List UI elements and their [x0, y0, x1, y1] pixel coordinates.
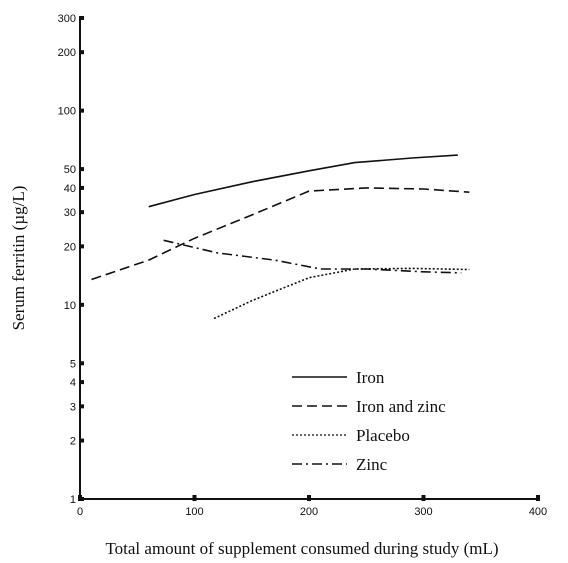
y-tick-mark: [79, 167, 84, 172]
axes: [79, 18, 538, 500]
y-axis-title: Serum ferritin (µg/L): [9, 186, 28, 331]
y-tick-label: 2: [70, 436, 76, 448]
x-tick-label: 200: [300, 506, 318, 518]
series-line-iron: [148, 154, 458, 208]
y-tick-label: 100: [58, 106, 76, 118]
x-tick-label: 400: [529, 506, 547, 518]
legend-label: Placebo: [356, 426, 410, 445]
x-tick-label: 100: [185, 506, 203, 518]
y-tick-label: 50: [64, 164, 76, 176]
y-tick-mark: [79, 361, 84, 366]
y-tick-mark: [79, 108, 84, 113]
y-tick-mark: [79, 244, 84, 249]
y-tick-mark: [79, 380, 84, 385]
series-line-iron-and-zinc: [91, 187, 470, 281]
y-ticks: 1 2 3 4 5 10 20 30 40 50 100 200 300: [58, 13, 84, 506]
y-tick-label: 40: [64, 183, 76, 195]
x-tick-mark: [421, 495, 426, 501]
y-tick-mark: [79, 50, 84, 55]
y-tick-label: 20: [64, 241, 76, 253]
series-line-zinc: [163, 239, 462, 274]
x-tick-mark: [78, 495, 82, 501]
x-tick-label: 300: [414, 506, 432, 518]
y-tick-label: 4: [70, 377, 76, 389]
y-tick-mark: [79, 185, 84, 190]
legend-label: Zinc: [356, 455, 388, 474]
y-tick-mark: [79, 438, 84, 443]
series-group: [91, 154, 470, 320]
y-tick-mark: [79, 404, 84, 409]
x-axis-title: Total amount of supplement consumed duri…: [105, 539, 498, 558]
y-tick-label: 5: [70, 358, 76, 370]
legend-label: Iron and zinc: [356, 397, 446, 416]
y-tick-mark: [79, 16, 84, 20]
x-tick-mark: [192, 495, 197, 501]
x-tick-mark: [536, 495, 540, 501]
series-line-placebo: [213, 267, 470, 320]
y-tick-mark: [79, 210, 84, 215]
y-tick-label: 10: [64, 300, 76, 312]
x-ticks: 0 100 200 300 400: [77, 495, 547, 518]
y-tick-mark: [79, 302, 84, 307]
y-tick-label: 1: [70, 494, 76, 506]
legend-label: Iron: [356, 368, 385, 387]
x-tick-mark: [307, 495, 311, 501]
x-tick-label: 0: [77, 506, 83, 518]
y-tick-label: 30: [64, 207, 76, 219]
y-tick-label: 300: [58, 13, 76, 25]
y-tick-label: 3: [70, 401, 76, 413]
legend: Iron Iron and zinc Placebo Zinc: [292, 368, 446, 474]
y-tick-label: 200: [58, 47, 76, 59]
